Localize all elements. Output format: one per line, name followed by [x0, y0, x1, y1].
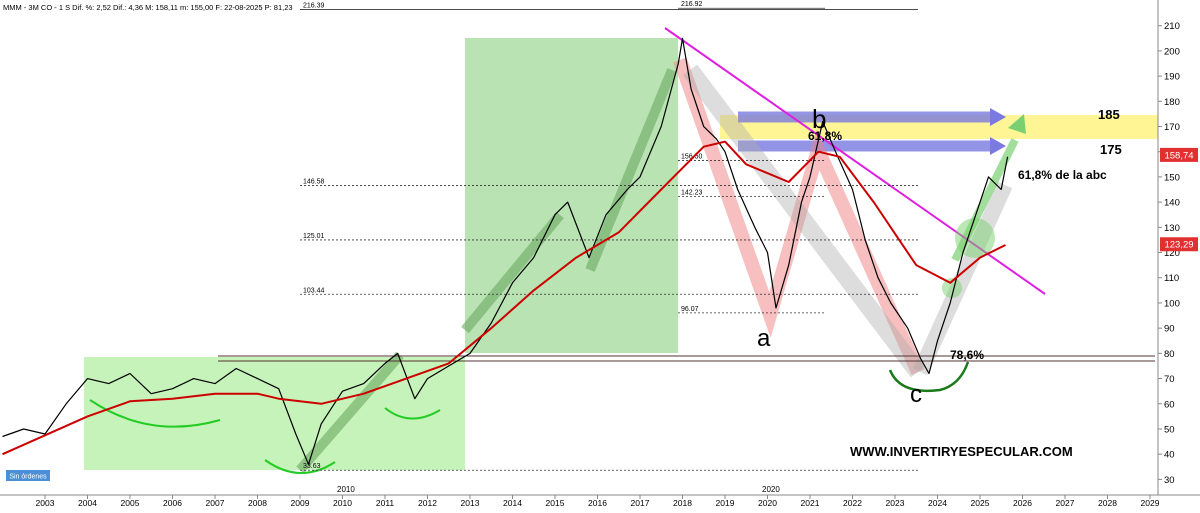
series-line	[2, 140, 1006, 456]
arrow	[585, 68, 677, 272]
fib-label: 216.39	[303, 3, 325, 10]
y-tick-label: 60	[1164, 399, 1175, 410]
x-tick-label: 2027	[1056, 498, 1075, 508]
x-tick-label: 2023	[886, 498, 905, 508]
x-tick-label: 2016	[588, 498, 607, 508]
y-tick-label: 120	[1164, 248, 1180, 259]
x-tick-label: 2015	[546, 498, 565, 508]
fib-label: 146.58	[303, 179, 325, 186]
annotation: WWW.INVERTIRYESPECULAR.COM	[850, 444, 1073, 459]
annotation: 2010	[337, 485, 355, 494]
annotation: c	[910, 381, 922, 408]
y-tick-label: 170	[1164, 122, 1180, 133]
header: MMM - 3M CO - 1 S Dif. %: 2,52 Dif.: 4,3…	[3, 3, 293, 12]
sketch	[384, 407, 441, 420]
y-tick-label: 140	[1164, 198, 1180, 209]
arrow	[461, 211, 564, 334]
x-tick-label: 2014	[503, 498, 522, 508]
header-bg	[0, 0, 300, 13]
x-tick-label: 2017	[631, 498, 650, 508]
x-tick-label: 2013	[461, 498, 480, 508]
arrow-head	[990, 137, 1006, 155]
x-tick-label: 2025	[971, 498, 990, 508]
fib-label: 125.01	[303, 233, 325, 240]
x-tick-label: 2021	[801, 498, 820, 508]
x-tick-label: 2029	[1141, 498, 1160, 508]
fib-label: 156.50	[681, 154, 703, 161]
wave-arrow	[912, 181, 1013, 376]
last-value-box	[1160, 147, 1198, 162]
x-tick-label: 2003	[36, 498, 55, 508]
y-tick-label: 150	[1164, 172, 1180, 183]
green-zone	[465, 38, 678, 353]
x-tick-label: 2020	[758, 498, 777, 508]
y-tick-label: 100	[1164, 298, 1180, 309]
annotation: 61,8%	[808, 129, 842, 143]
annotation: 78,6%	[950, 348, 984, 362]
status: Sin órdenes	[9, 474, 47, 481]
fib-label: 33.63	[303, 463, 321, 470]
x-tick-label: 2009	[291, 498, 310, 508]
y-tick-label: 180	[1164, 97, 1180, 108]
sketch	[888, 361, 970, 393]
sketch	[264, 459, 336, 474]
y-tick-label: 30	[1164, 475, 1175, 486]
arrow	[296, 351, 404, 474]
x-tick-label: 2012	[418, 498, 437, 508]
annotation: b	[812, 104, 826, 134]
annotation: 175	[1100, 142, 1122, 157]
wave-arrow	[682, 64, 926, 378]
annotation: 61,8% de la abc	[1018, 168, 1107, 182]
x-tick-label: 2007	[206, 498, 225, 508]
arrow-head	[1008, 114, 1026, 134]
x-tick-label: 2011	[376, 498, 395, 508]
x-tick-label: 2026	[1013, 498, 1032, 508]
y-tick-label: 130	[1164, 223, 1180, 234]
last-value-label: 123,29	[1164, 240, 1193, 251]
highlight	[942, 278, 962, 298]
y-tick-label: 110	[1164, 273, 1179, 284]
y-tick-label: 40	[1164, 450, 1175, 461]
y-tick-label: 50	[1164, 424, 1175, 435]
y-tick-label: 200	[1164, 46, 1180, 57]
annotation: 2020	[762, 485, 780, 494]
annotation: a	[757, 325, 771, 352]
x-tick-label: 2024	[928, 498, 947, 508]
sketch	[89, 399, 221, 428]
x-tick-label: 2019	[716, 498, 735, 508]
y-tick-label: 190	[1164, 72, 1180, 83]
y-tick-label: 80	[1164, 349, 1175, 360]
y-tick-label: 70	[1164, 374, 1175, 385]
last-value-box	[1160, 237, 1198, 252]
fib-label: 216.92	[681, 1, 703, 8]
fib-label: 103.44	[303, 287, 325, 294]
green-zone	[84, 357, 465, 470]
x-tick-label: 2004	[78, 498, 97, 508]
arrow-head	[990, 108, 1006, 126]
fib-label: 96.07	[681, 306, 699, 313]
x-tick-label: 2028	[1098, 498, 1117, 508]
last-value-label: 158,74	[1164, 150, 1193, 161]
x-tick-label: 2010	[333, 498, 352, 508]
x-tick-label: 2005	[121, 498, 140, 508]
y-tick-label: 90	[1164, 324, 1175, 335]
x-tick-label: 2006	[163, 498, 182, 508]
status-badge	[6, 470, 50, 481]
x-tick-label: 2022	[843, 498, 862, 508]
x-tick-label: 2008	[248, 498, 267, 508]
annotation: 185	[1098, 107, 1120, 122]
highlight	[955, 218, 995, 258]
x-tick-label: 2018	[673, 498, 692, 508]
fib-label: 142.23	[681, 190, 703, 197]
y-tick-label: 210	[1164, 21, 1180, 32]
wave-arrow	[673, 57, 925, 375]
series-line	[2, 37, 1009, 465]
